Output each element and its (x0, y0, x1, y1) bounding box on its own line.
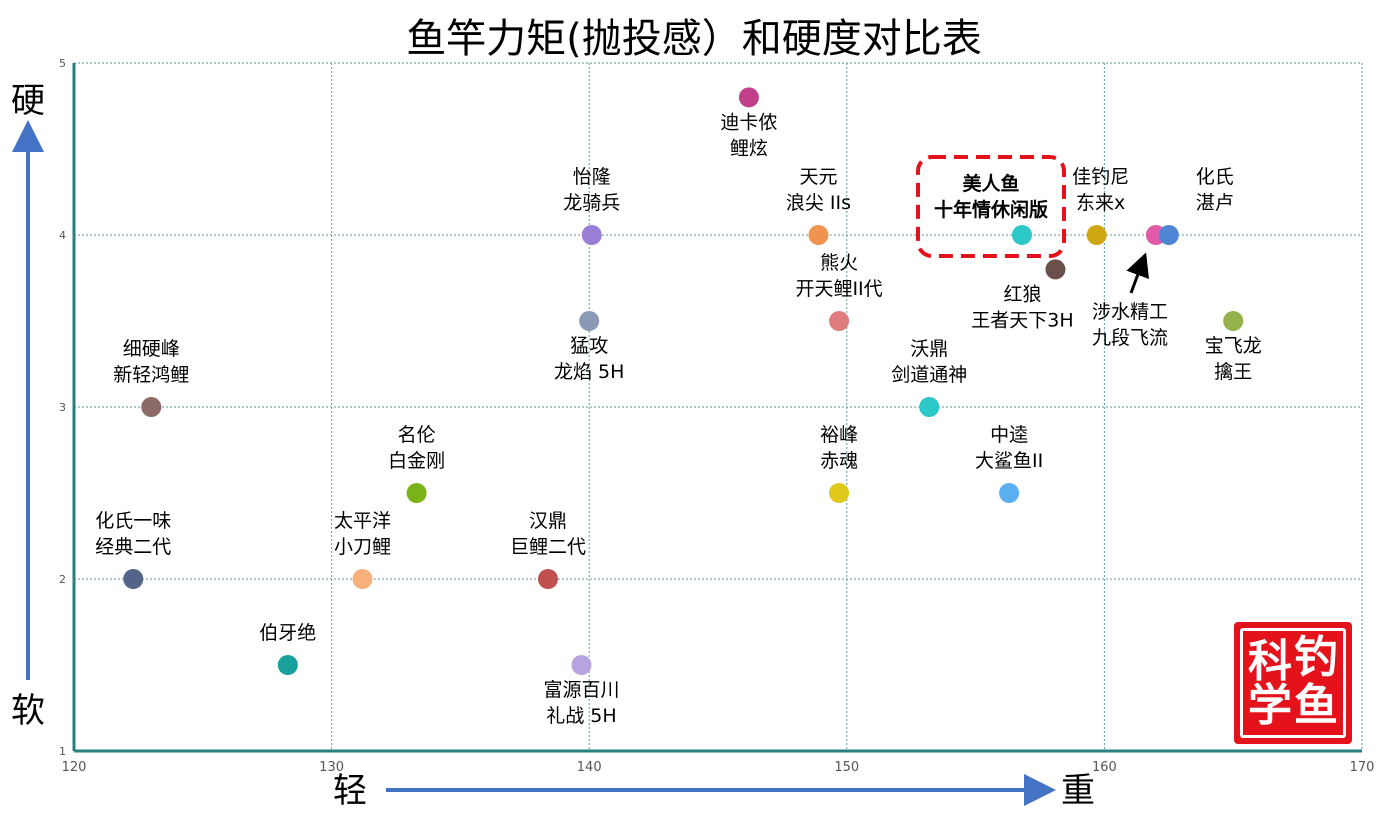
point-label: 巨鲤二代 (510, 536, 586, 558)
point-label: 开天鲤II代 (795, 278, 882, 300)
point-label: 白金刚 (388, 450, 445, 472)
point-label: 宝飞龙 (1205, 335, 1262, 357)
x-label-right: 重 (1061, 771, 1095, 811)
point-label: 王者天下3H (971, 309, 1073, 331)
seal-char-4: 鱼 (1294, 680, 1338, 731)
y-tick-label: 3 (59, 401, 66, 414)
y-label-top: 硬 (11, 81, 45, 121)
x-tick-label: 170 (1350, 760, 1375, 775)
point-label: 龙骑兵 (563, 192, 620, 214)
data-point (579, 311, 600, 331)
data-point (537, 569, 558, 589)
x-tick-label: 150 (834, 760, 859, 775)
data-point (738, 87, 759, 108)
point-label: 涉水精工 (1092, 301, 1168, 323)
point-label: 东来x (1076, 192, 1125, 214)
data-point (1045, 259, 1066, 280)
data-point (999, 483, 1020, 503)
data-point (1086, 225, 1107, 245)
point-label: 湛卢 (1196, 192, 1234, 214)
point-label: 红狼 (1003, 283, 1041, 305)
data-point (1158, 225, 1179, 245)
point-label: 化氏 (1196, 166, 1234, 188)
point-label: 名伦 (398, 424, 436, 446)
y-tick-label: 1 (59, 745, 66, 758)
data-point (123, 569, 144, 589)
seal-stamp: 科 钓 学 鱼 (1234, 622, 1352, 744)
x-tick-label: 130 (319, 760, 344, 775)
y-tick-label: 5 (59, 57, 66, 70)
point-label: 猛攻 (570, 335, 608, 357)
data-point (352, 569, 373, 589)
point-label: 小刀鲤 (334, 536, 391, 558)
point-label-highlight: 美人鱼 (962, 172, 1019, 195)
y-tick-label: 2 (59, 573, 66, 586)
point-label: 中逵 (990, 424, 1028, 446)
point-label: 裕峰 (820, 424, 858, 446)
x-tick-label: 140 (577, 760, 602, 775)
data-point (581, 225, 602, 245)
data-point (1011, 225, 1032, 245)
point-label: 天元 (799, 166, 837, 188)
data-point (1223, 311, 1244, 331)
seal-char-1: 科 (1248, 636, 1292, 687)
point-label: 伯牙绝 (259, 622, 316, 644)
point-label: 剑道通神 (891, 364, 967, 386)
point-label: 迪卡侬 (720, 111, 777, 133)
point-label: 新轻鸿鲤 (113, 364, 189, 386)
point-label: 赤魂 (820, 450, 858, 472)
y-label-bottom: 软 (11, 691, 45, 731)
seal-char-2: 钓 (1294, 632, 1338, 683)
point-label: 大鲨鱼II (975, 450, 1043, 472)
point-label: 鲤炫 (730, 137, 768, 159)
data-point (571, 655, 592, 675)
seal-char-3: 学 (1248, 680, 1292, 731)
point-label: 太平洋 (334, 510, 391, 532)
point-label: 富源百川 (543, 679, 619, 701)
data-point (141, 397, 162, 417)
seal-border (1240, 628, 1346, 738)
point-label: 佳钓尼 (1072, 166, 1129, 188)
data-point (406, 483, 427, 503)
x-tick-label: 120 (62, 760, 87, 775)
point-label: 化氏一味 (95, 510, 171, 532)
point-label: 礼战 5H (546, 705, 616, 727)
point-label: 熊火 (820, 252, 858, 274)
point-label: 龙焰 5H (554, 361, 624, 383)
data-point (829, 483, 850, 503)
point-label: 细硬峰 (123, 338, 180, 360)
y-tick-label: 4 (59, 229, 66, 242)
point-label: 九段飞流 (1092, 327, 1168, 349)
point-label: 擒王 (1214, 361, 1252, 383)
point-label: 怡隆 (573, 166, 611, 188)
point-label: 沃鼎 (910, 338, 948, 360)
point-label: 经典二代 (95, 536, 171, 558)
point-label: 浪尖 IIs (786, 192, 851, 214)
x-tick-label: 160 (1092, 760, 1117, 775)
data-point (919, 397, 940, 417)
callout-arrow (1126, 252, 1149, 294)
data-point (277, 655, 298, 675)
point-label: 汉鼎 (529, 510, 567, 532)
data-point (829, 311, 850, 331)
highlight-box (916, 155, 1066, 258)
x-label-left: 轻 (333, 771, 367, 811)
chart-title: 鱼竿力矩(抛投感）和硬度对比表 (406, 16, 982, 62)
data-point (808, 225, 829, 245)
point-label-highlight: 十年情休闲版 (934, 198, 1048, 221)
